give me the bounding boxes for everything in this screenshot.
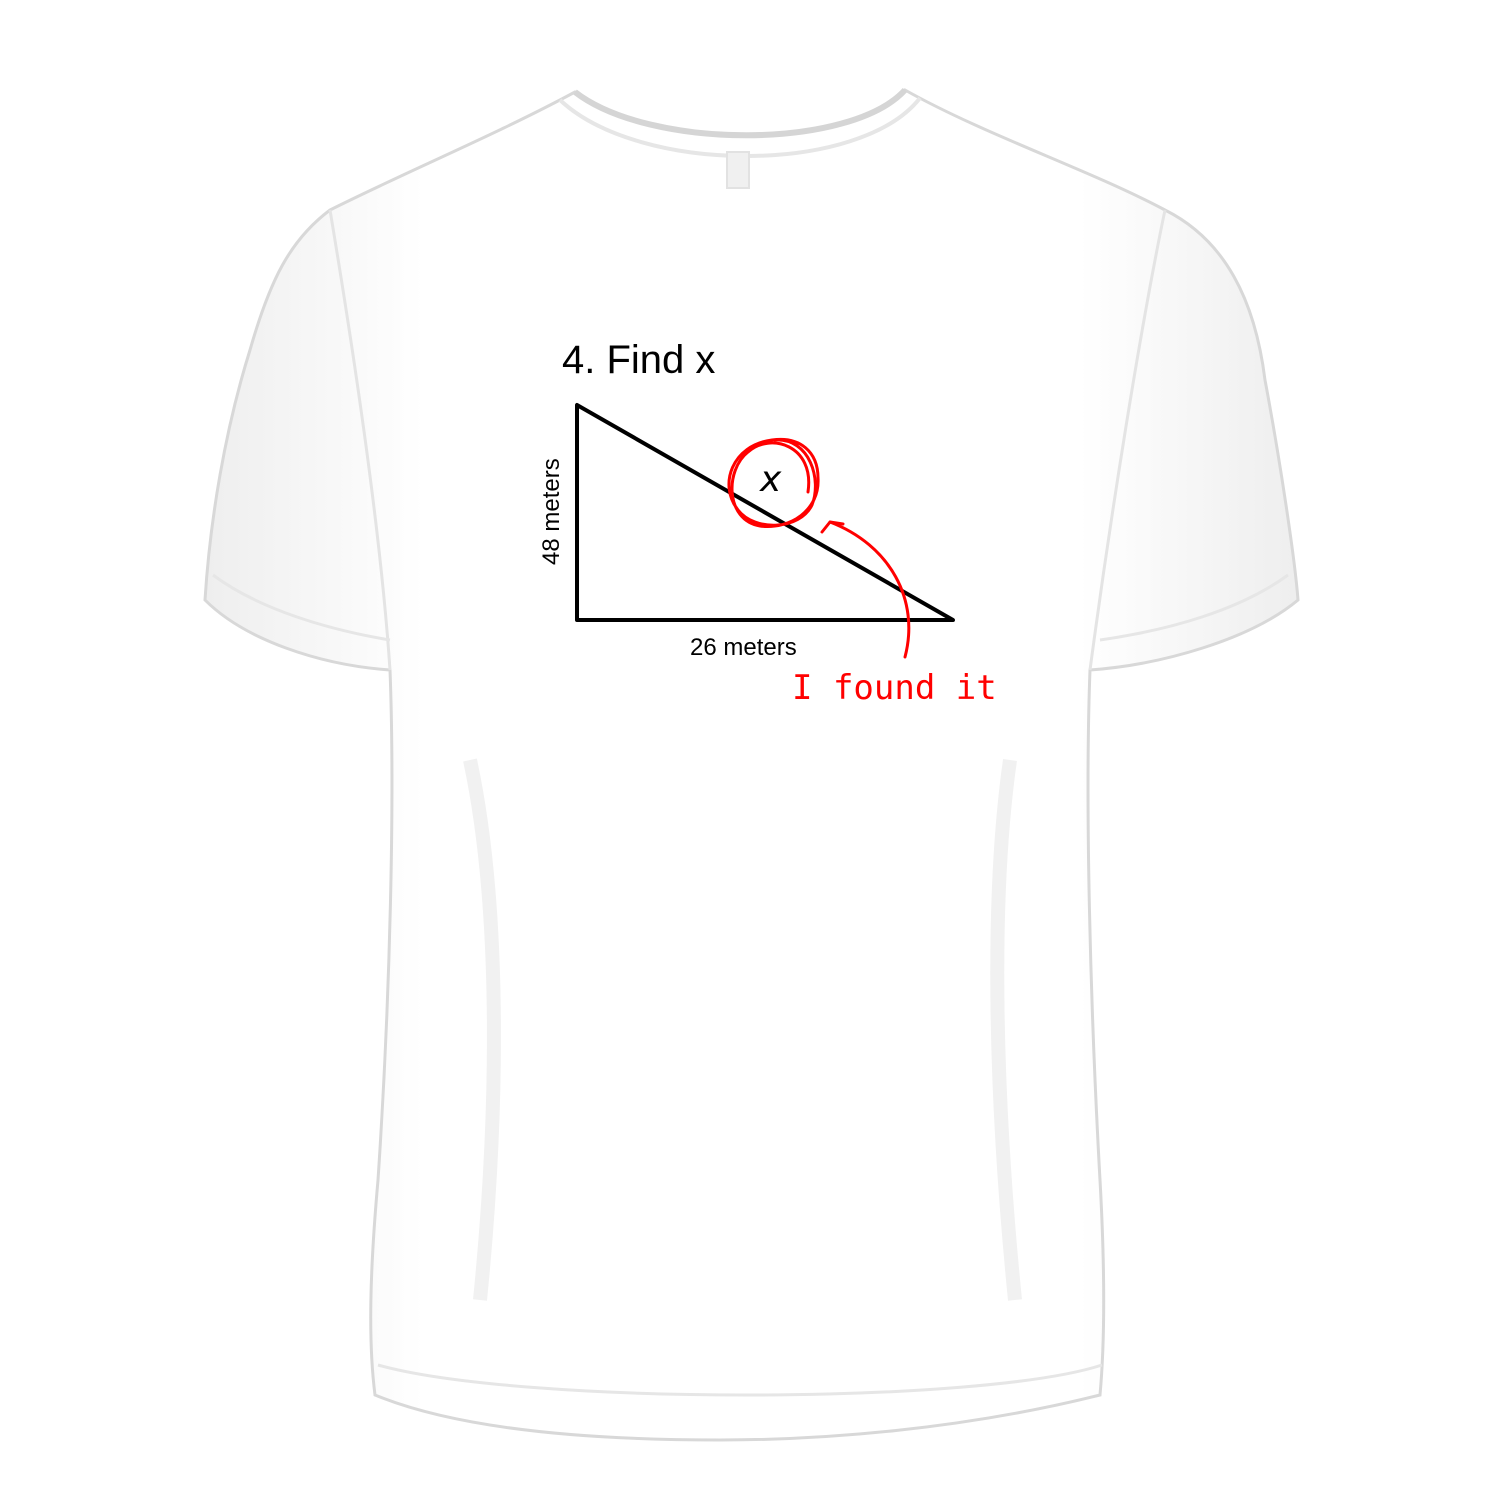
right-cuff [1099,573,1289,642]
red-arrow-head [820,520,845,534]
left-sleeve-seam [328,209,392,671]
red-arrow [828,520,911,659]
side-length-label: 48 meters [538,458,565,565]
shirt-hem [377,1363,1103,1397]
right-sleeve-seam [1088,209,1167,671]
answer-note: I found it [792,668,997,708]
triangle-diagram [575,403,955,622]
left-cuff [212,573,391,642]
shirt-collar [573,87,908,139]
base-length-label: 26 meters [690,634,797,661]
fabric-wrinkle [463,758,501,1301]
red-circle-scribble [727,437,820,528]
neck-label [726,151,750,189]
problem-title: 4. Find x [562,338,716,382]
shirt-body [203,88,1300,1442]
fabric-wrinkle [990,759,1022,1301]
variable-x-mark: x [760,459,782,500]
